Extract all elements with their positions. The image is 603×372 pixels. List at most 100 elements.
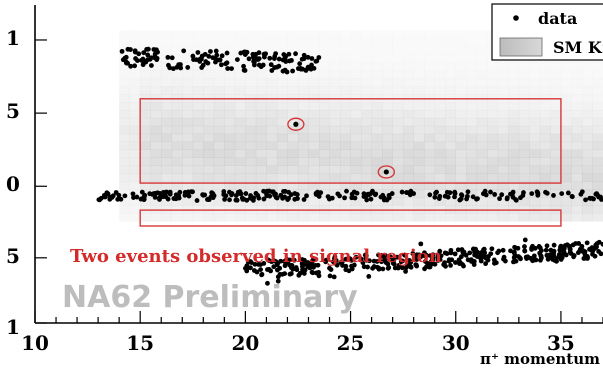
sm-band-cell (255, 181, 267, 190)
sm-band-cell (371, 117, 383, 127)
sm-band-cell (518, 70, 530, 79)
sm-band-cell (329, 213, 341, 222)
sm-band-cell (455, 173, 467, 182)
data-point (452, 189, 458, 195)
sm-band-cell (161, 46, 173, 55)
sm-band-cell (350, 157, 362, 166)
x-tick-label-5: 35 (547, 331, 575, 355)
sm-band-cell (581, 205, 593, 214)
sm-band-cell (392, 125, 404, 135)
sm-band-cell (518, 213, 530, 222)
data-point (170, 66, 176, 72)
sm-band-cell (171, 30, 183, 39)
sm-band-cell (382, 125, 393, 135)
sm-band-cell (392, 70, 404, 79)
sm-band-cell (445, 125, 457, 135)
data-point (529, 191, 535, 196)
sm-band-cell (455, 54, 467, 63)
sm-band-cell (297, 101, 309, 111)
sm-band-cell (466, 117, 478, 127)
data-point (563, 252, 569, 258)
sm-band-cell (119, 133, 130, 143)
sm-band-cell (276, 133, 288, 143)
sm-band-cell (424, 62, 436, 71)
sm-band-cell (476, 125, 488, 135)
data-point (374, 259, 380, 264)
data-point (295, 66, 301, 71)
sm-band-cell (224, 54, 236, 63)
sm-band-cell (455, 38, 467, 47)
data-point (264, 191, 269, 197)
sm-band-cell (297, 38, 309, 47)
sm-band-cell (392, 62, 404, 71)
sm-band-cell (276, 109, 288, 119)
sm-band-cell (434, 109, 446, 119)
sm-band-cell (203, 70, 215, 79)
data-point (544, 252, 550, 258)
sm-band-cell (445, 197, 457, 206)
sm-band-cell (245, 173, 257, 182)
sm-band-cell (255, 30, 267, 39)
sm-band-cell (445, 165, 457, 174)
sm-band-cell (508, 141, 520, 150)
sm-band-cell (371, 213, 383, 222)
sm-band-cell (255, 189, 267, 198)
sm-band-cell (571, 189, 583, 198)
sm-band-cell (413, 70, 425, 79)
sm-band-cell (403, 133, 414, 143)
sm-band-cell (403, 165, 414, 174)
sm-band-cell (171, 70, 183, 79)
sm-band-cell (340, 38, 351, 47)
sm-band-cell (487, 165, 499, 174)
data-point (348, 258, 354, 263)
sm-band-cell (319, 70, 330, 79)
sm-band-cell (234, 181, 246, 190)
data-point (573, 241, 579, 246)
data-point (511, 255, 517, 260)
data-point (119, 48, 125, 54)
sm-band-cell (466, 78, 478, 87)
data-point (564, 242, 570, 248)
sm-band-cell (297, 125, 309, 135)
sm-band-cell (255, 173, 267, 182)
sm-band-cell (571, 101, 583, 111)
sm-band-cell (581, 133, 593, 143)
sm-band-cell (329, 181, 341, 190)
sm-band-cell (129, 70, 141, 79)
sm-band-cell (571, 133, 583, 143)
sm-band-cell (319, 109, 330, 119)
data-point (185, 189, 191, 195)
data-point (305, 54, 311, 60)
sm-band-cell (403, 54, 414, 63)
sm-band-cell (182, 181, 194, 190)
sm-band-cell (497, 165, 509, 174)
sm-band-cell (119, 109, 130, 119)
sm-band-cell (350, 149, 362, 158)
sm-band-cell (508, 173, 520, 182)
sm-band-cell (466, 189, 478, 198)
sm-band-cell (592, 205, 603, 214)
data-point (352, 195, 358, 201)
data-point (400, 265, 405, 271)
sm-band-cell (255, 165, 267, 174)
data-point (363, 255, 369, 261)
data-point (496, 248, 502, 254)
data-point (224, 50, 230, 56)
sm-band-cell (518, 173, 530, 182)
sm-band-cell (392, 149, 404, 158)
sm-band-cell (403, 78, 414, 87)
sm-band-cell (119, 205, 130, 214)
data-point (182, 192, 188, 198)
sm-band-cell (150, 197, 162, 206)
sm-band-cell (129, 94, 141, 103)
sm-band-cell (550, 70, 562, 79)
sm-band-cell (508, 133, 520, 143)
sm-band-cell (213, 70, 225, 79)
sm-band-cell (413, 86, 425, 95)
sm-band-cell (234, 109, 246, 119)
sm-band-cell (497, 133, 509, 143)
data-point (452, 194, 457, 200)
sm-band-cell (487, 197, 499, 206)
data-point (510, 194, 516, 200)
sm-band-cell (245, 197, 257, 206)
